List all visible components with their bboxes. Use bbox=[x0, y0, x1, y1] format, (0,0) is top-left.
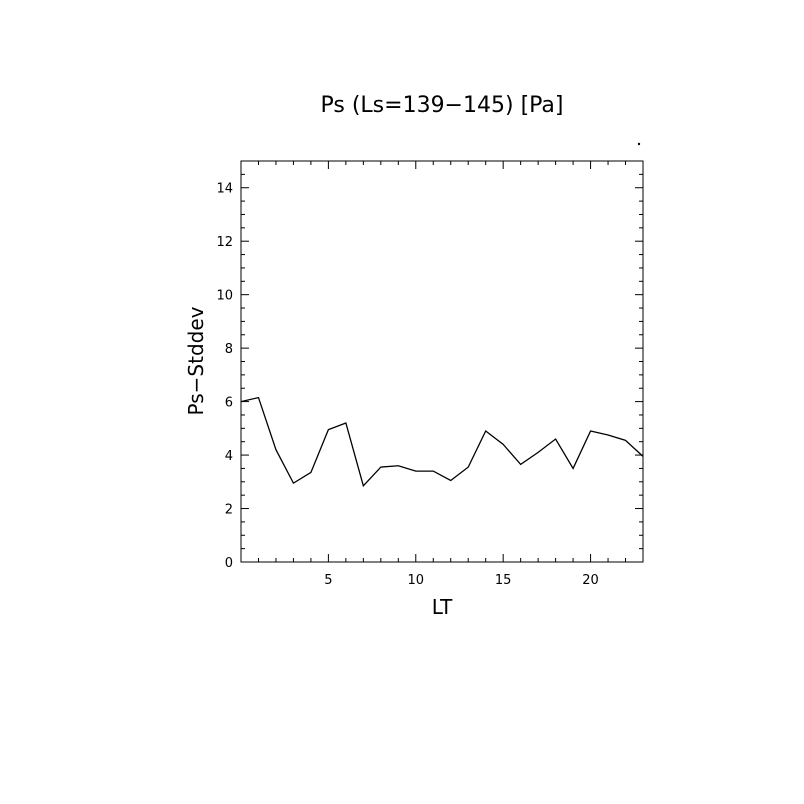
x-axis-ticks bbox=[240, 161, 644, 562]
x-tick-label: 20 bbox=[582, 573, 599, 588]
y-tick-label: 10 bbox=[216, 289, 233, 304]
x-tick-label: 5 bbox=[324, 573, 332, 588]
chart-title: Ps (Ls=139−145) [Pa] bbox=[321, 93, 564, 118]
x-tick-label: 10 bbox=[408, 573, 425, 588]
corner-dot-marker bbox=[637, 142, 641, 146]
x-tick-label: 15 bbox=[495, 573, 512, 588]
x-axis-tick-labels: 5 10 15 20 bbox=[324, 573, 599, 588]
plot-area: 5 10 15 20 0 2 4 6 8 10 12 14 bbox=[216, 160, 644, 588]
x-axis-label: LT bbox=[432, 595, 453, 619]
y-tick-label: 14 bbox=[216, 182, 233, 197]
y-axis-label: Ps−Stddev bbox=[184, 306, 208, 415]
y-tick-label: 0 bbox=[225, 556, 233, 571]
series-line bbox=[240, 396, 644, 488]
y-tick-label: 4 bbox=[225, 449, 233, 464]
y-tick-label: 8 bbox=[225, 342, 233, 357]
y-tick-label: 12 bbox=[216, 235, 233, 250]
y-axis-ticks bbox=[241, 160, 643, 563]
plot-frame bbox=[240, 160, 644, 563]
y-tick-label: 6 bbox=[225, 396, 233, 411]
y-axis-tick-labels: 0 2 4 6 8 10 12 14 bbox=[216, 182, 233, 571]
series-points bbox=[241, 398, 643, 486]
y-tick-label: 2 bbox=[225, 503, 233, 518]
